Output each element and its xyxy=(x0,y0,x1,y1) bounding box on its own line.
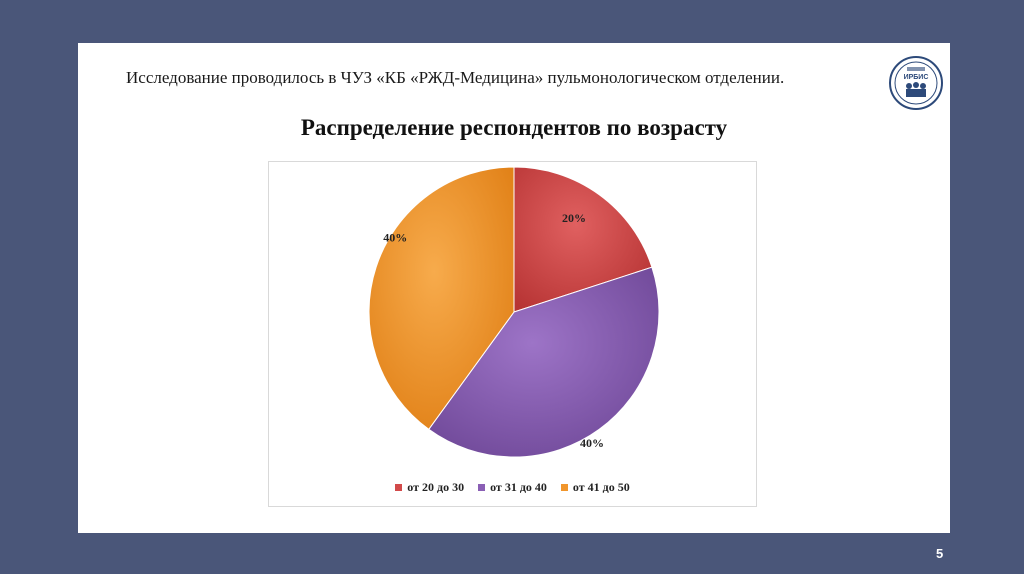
legend-swatch xyxy=(395,484,403,491)
slide-subtitle: Исследование проводилось в ЧУЗ «КБ «РЖД-… xyxy=(126,68,785,87)
slice-label-1: 20% xyxy=(562,211,586,225)
legend-label: от 41 до 50 xyxy=(572,480,630,494)
pie-slice-1 xyxy=(513,166,653,313)
page-number: 5 xyxy=(936,546,944,561)
pie-chart: 20% 40% 40% от 20 до 30 от 31 до 40 от 41 до… xyxy=(268,161,757,507)
legend-item-2: от 31 до 40 xyxy=(478,480,547,495)
legend-item-1: от 20 до 30 xyxy=(395,480,464,495)
legend-swatch xyxy=(478,484,486,491)
pie-slice-2 xyxy=(428,266,660,458)
legend-swatch xyxy=(560,484,568,491)
pie-chart-svg: 20% 40% 40% xyxy=(368,166,660,458)
slice-label-3: 40% xyxy=(383,231,407,245)
legend-label: от 20 до 30 xyxy=(407,480,465,494)
chart-legend: от 20 до 30 от 31 до 40 от 41 до 50 xyxy=(269,480,756,495)
legend-item-3: от 41 до 50 xyxy=(560,480,630,495)
chart-title: Распределение респондентов по возрасту xyxy=(300,115,728,140)
slice-label-2: 40% xyxy=(580,436,604,450)
slide: Исследование проводилось в ЧУЗ «КБ «РЖД-… xyxy=(78,43,950,533)
legend-label: от 31 до 40 xyxy=(490,480,547,494)
logo-text: ИРБИС xyxy=(904,74,929,81)
irbis-logo: ИРБИС xyxy=(888,55,944,111)
pie-slice-3 xyxy=(368,166,515,431)
